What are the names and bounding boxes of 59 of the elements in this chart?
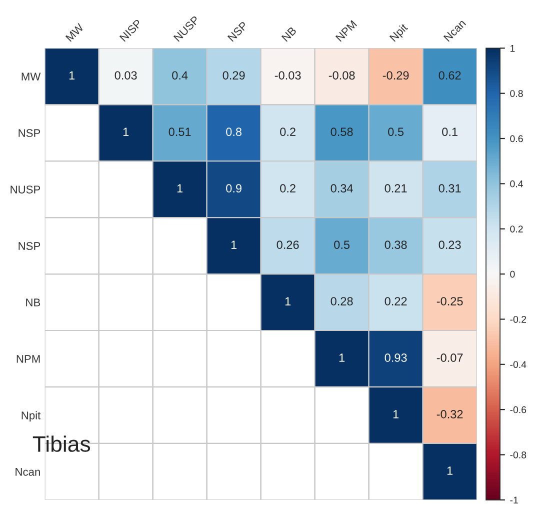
- data-label: -0.08: [328, 71, 355, 80]
- data-label: 1: [69, 71, 75, 80]
- data-label: 0.34: [330, 184, 353, 192]
- data-label: 0.51: [168, 128, 191, 136]
- y-tick-label: NUSP: [10, 186, 40, 194]
- x-tick-label: MW: [65, 23, 84, 42]
- color-bar-label: -0.4: [510, 361, 526, 368]
- data-label: -0.07: [436, 354, 463, 362]
- data-label: 1: [123, 128, 129, 136]
- data-label: 1: [285, 297, 291, 306]
- data-label: -0.32: [436, 410, 463, 418]
- y-tick-label: NSP: [18, 242, 40, 250]
- y-tick-label: Npit: [22, 411, 41, 422]
- color-bar-label: 0.6: [510, 135, 523, 142]
- data-label: 0.4: [172, 71, 188, 80]
- data-label: 0.5: [334, 240, 350, 249]
- color-bar-label: -0.2: [510, 316, 526, 323]
- color-bar-label: -0.8: [510, 451, 526, 458]
- data-label: 0.58: [330, 128, 353, 136]
- data-label: -0.03: [274, 71, 301, 80]
- data-label: 0.2: [280, 128, 296, 136]
- x-tick-label: NB: [281, 26, 297, 42]
- data-label: 0.31: [438, 184, 461, 192]
- data-label: -0.25: [436, 297, 463, 306]
- data-label: 0.9: [226, 184, 242, 192]
- y-tick-label: Ncan: [16, 468, 40, 476]
- data-label: 0.62: [438, 71, 461, 80]
- color-bar-label: 0: [510, 270, 515, 278]
- color-bar-label: -1: [510, 496, 518, 504]
- data-label: 0.93: [384, 354, 407, 362]
- annotation: Tibias: [32, 436, 90, 452]
- data-label: 0.21: [384, 184, 407, 192]
- x-tick-label: Npit: [389, 22, 410, 44]
- data-label: 0.26: [276, 240, 299, 249]
- color-bar-label: 1: [510, 45, 515, 52]
- color-bar-label: -0.6: [510, 406, 526, 414]
- y-tick-label: NPM: [16, 355, 40, 363]
- data-label: 0.22: [384, 297, 407, 306]
- data-label: -0.29: [382, 71, 409, 80]
- y-tick-label: NB: [26, 298, 40, 306]
- data-label: 0.28: [330, 297, 353, 306]
- data-label: 1: [339, 354, 345, 362]
- y-tick-label: NSP: [18, 129, 40, 137]
- data-label: 0.23: [438, 240, 461, 249]
- color-bar-label: 0.8: [510, 90, 523, 97]
- data-label: 0.29: [222, 71, 245, 80]
- data-label: 0.2: [280, 184, 296, 192]
- data-label: 0.03: [114, 71, 137, 80]
- data-label: 0.38: [384, 240, 407, 249]
- color-bar-label: 0.2: [510, 226, 523, 232]
- y-tick-label: MW: [22, 72, 41, 80]
- data-label: 0.8: [226, 128, 242, 136]
- data-label: 1: [393, 410, 399, 418]
- data-label: 0.1: [442, 128, 458, 136]
- data-label: 1: [447, 466, 453, 475]
- data-label: 1: [231, 240, 237, 249]
- color-bar-label: 0.4: [510, 180, 523, 188]
- data-label: 0.5: [388, 128, 404, 136]
- data-label: 1: [177, 184, 183, 192]
